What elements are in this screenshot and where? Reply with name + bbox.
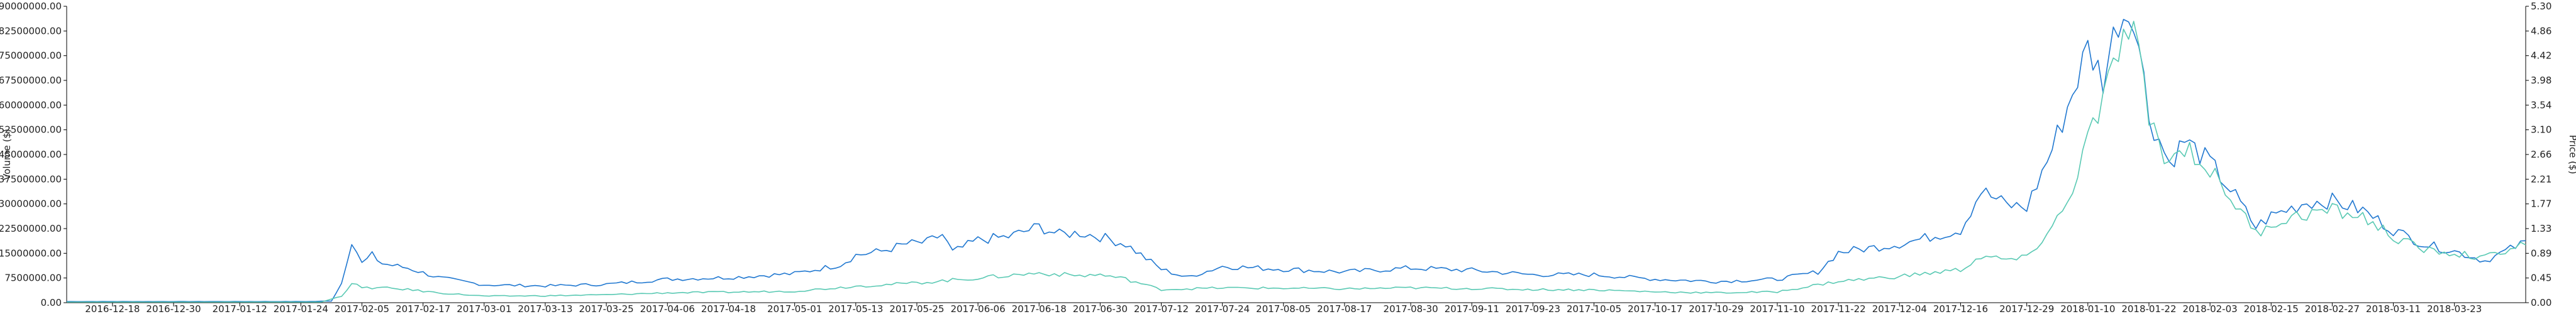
x-tick-label: 2017-12-16 (1933, 303, 1988, 314)
x-tick-label: 2017-06-30 (1073, 303, 1128, 314)
left-tick-label: 7500000.00 (4, 273, 62, 284)
x-tick-label: 2017-10-29 (1689, 303, 1743, 314)
axes (66, 6, 2526, 303)
right-tick-label: 2.21 (2531, 173, 2551, 185)
left-tick-label: 45000000.00 (0, 149, 62, 160)
right-y-axis-title: Price ($) (2567, 135, 2576, 175)
x-tick-label: 2017-03-25 (579, 303, 634, 314)
series-line-right-axis (67, 19, 2526, 303)
right-tick-label: 3.98 (2531, 75, 2551, 86)
right-tick-label: 3.54 (2531, 99, 2551, 111)
right-tick-label: 0.89 (2531, 247, 2551, 259)
right-tick-label: 2.66 (2531, 149, 2551, 160)
x-tick-label: 2018-01-10 (2060, 303, 2115, 314)
left-tick-label: 30000000.00 (0, 198, 62, 210)
x-tick-label: 2018-03-23 (2427, 303, 2482, 314)
right-tick-label: 0.00 (2531, 297, 2551, 308)
left-tick-label: 15000000.00 (0, 247, 62, 259)
left-tick-label: 52500000.00 (0, 124, 62, 136)
x-tick-label: 2016-12-18 (85, 303, 140, 314)
series-lines (67, 19, 2526, 303)
right-tick-label: 4.86 (2531, 25, 2551, 36)
x-tick-label: 2017-07-24 (1195, 303, 1250, 314)
x-tick-label: 2017-11-22 (1811, 303, 1866, 314)
x-tick-label: 2017-08-05 (1256, 303, 1311, 314)
left-tick-label: 75000000.00 (0, 50, 62, 62)
x-tick-label: 2018-01-22 (2121, 303, 2176, 314)
right-tick-label: 4.42 (2531, 50, 2551, 62)
right-tick-label: 1.77 (2531, 198, 2551, 210)
x-tick-label: 2017-10-05 (1567, 303, 1621, 314)
x-tick-label: 2018-02-03 (2183, 303, 2238, 314)
x-tick-label: 2017-02-17 (396, 303, 450, 314)
x-tick-label: 2017-08-30 (1384, 303, 1438, 314)
x-tick-label: 2017-06-06 (950, 303, 1005, 314)
x-tick-label: 2017-05-13 (828, 303, 883, 314)
right-tick-label: 5.30 (2531, 1, 2551, 12)
x-tick-label: 2017-02-05 (335, 303, 389, 314)
x-tick-label: 2017-04-18 (701, 303, 756, 314)
x-tick-label: 2017-09-11 (1445, 303, 1499, 314)
x-tick-label: 2017-01-12 (213, 303, 267, 314)
x-tick-label: 2018-02-27 (2305, 303, 2360, 314)
right-tick-label: 1.33 (2531, 223, 2551, 234)
x-axis-ticks: 2016-12-18 2016-12-30 2017-01-12 2017-01-24… (85, 303, 2482, 314)
series-line-left-axis (67, 21, 2526, 303)
x-tick-label: 2017-10-17 (1628, 303, 1682, 314)
x-tick-label: 2017-08-17 (1317, 303, 1372, 314)
x-tick-label: 2017-03-01 (457, 303, 511, 314)
x-tick-label: 2017-06-18 (1012, 303, 1067, 314)
left-tick-label: 22500000.00 (0, 223, 62, 234)
x-tick-label: 2017-12-04 (1872, 303, 1927, 314)
left-y-axis-title: Volume ($) (1, 129, 13, 180)
left-tick-label: 60000000.00 (0, 99, 62, 111)
x-tick-label: 2017-11-10 (1750, 303, 1804, 314)
left-tick-label: 90000000.00 (0, 1, 62, 12)
left-tick-label: 0.00 (41, 297, 62, 308)
x-tick-label: 2017-01-24 (274, 303, 328, 314)
x-tick-label: 2017-12-29 (1999, 303, 2054, 314)
x-tick-label: 2017-03-13 (518, 303, 572, 314)
left-tick-label: 67500000.00 (0, 75, 62, 86)
x-tick-label: 2018-02-15 (2244, 303, 2299, 314)
x-tick-label: 2018-03-11 (2366, 303, 2421, 314)
x-tick-label: 2017-09-23 (1506, 303, 1560, 314)
left-tick-label: 37500000.00 (0, 173, 62, 185)
x-tick-label: 2017-04-06 (640, 303, 695, 314)
x-tick-label: 2017-07-12 (1134, 303, 1189, 314)
right-tick-label: 3.10 (2531, 124, 2551, 136)
right-tick-label: 0.45 (2531, 273, 2551, 284)
x-tick-label: 2017-05-01 (767, 303, 822, 314)
right-y-axis-ticks: 0.00 0.45 0.89 1.33 1.77 2.21 2.66 3.10 3.54 3.98… (2526, 1, 2551, 308)
left-y-axis-ticks: 0.00 7500000.00 15000000.00 22500000.00 3000… (0, 1, 67, 308)
x-tick-label: 2016-12-30 (146, 303, 201, 314)
left-tick-label: 82500000.00 (0, 25, 62, 36)
x-tick-label: 2017-05-25 (889, 303, 944, 314)
